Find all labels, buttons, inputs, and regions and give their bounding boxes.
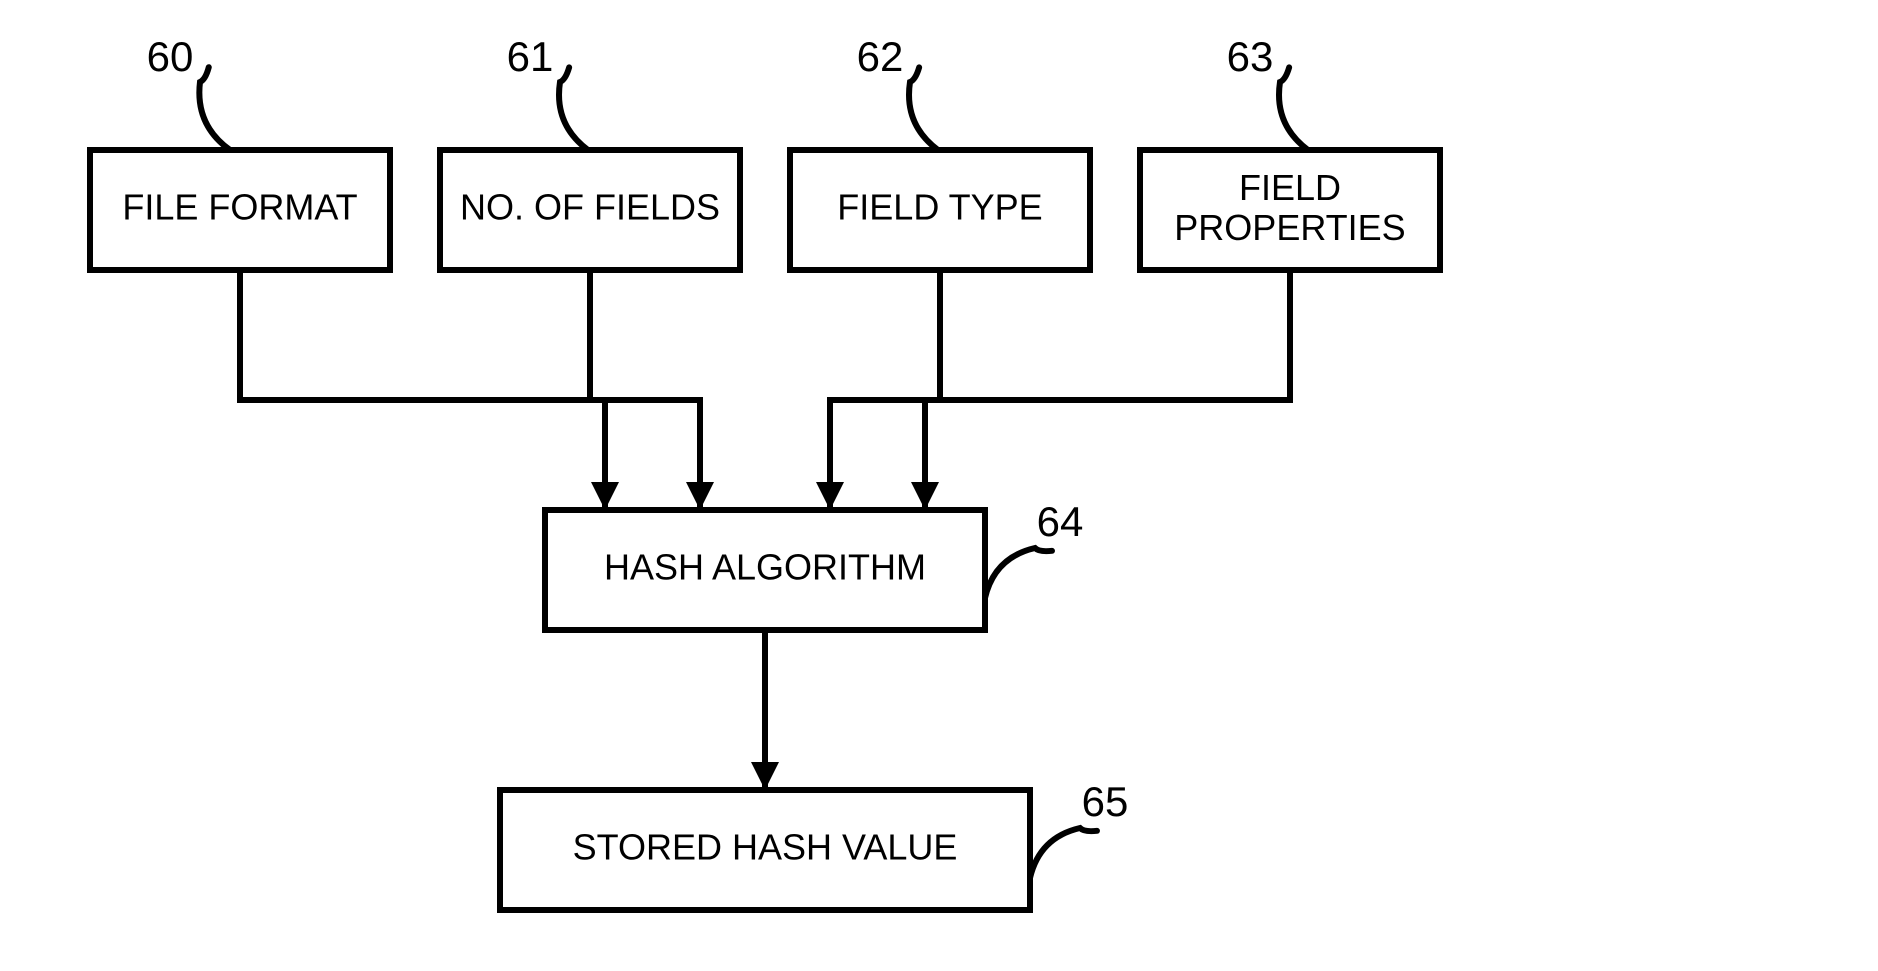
ref-label-n62: 62 (857, 33, 904, 80)
ref-label-n64: 64 (1037, 498, 1084, 545)
arrowhead-e62-64 (816, 482, 844, 510)
ref-label-n61: 61 (507, 33, 554, 80)
ref-leader-n65 (1030, 828, 1097, 878)
node-label-n60: FILE FORMAT (122, 187, 357, 228)
arrowhead-e64-65 (751, 762, 779, 790)
ref-label-n60: 60 (147, 33, 194, 80)
arrowhead-e63-64 (911, 482, 939, 510)
node-label-n62: FIELD TYPE (837, 187, 1042, 228)
ref-leader-n60 (199, 67, 230, 150)
node-label-n64: HASH ALGORITHM (604, 547, 926, 588)
ref-label-n63: 63 (1227, 33, 1274, 80)
ref-leader-n62 (909, 67, 938, 150)
arrowhead-e60-64 (591, 482, 619, 510)
node-label-n61: NO. OF FIELDS (460, 187, 720, 228)
edge-e63-64 (925, 270, 1290, 510)
node-label-n65: STORED HASH VALUE (573, 827, 958, 868)
edge-e60-64 (240, 270, 605, 510)
ref-leader-n61 (559, 67, 588, 150)
ref-label-n65: 65 (1082, 778, 1129, 825)
ref-leader-n63 (1279, 67, 1308, 150)
arrowhead-e61-64 (686, 482, 714, 510)
ref-leader-n64 (985, 548, 1052, 598)
